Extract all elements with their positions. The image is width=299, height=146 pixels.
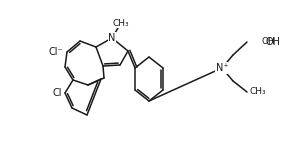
Text: OH: OH xyxy=(265,37,280,47)
Text: N⁺: N⁺ xyxy=(216,63,228,73)
Text: CH₃: CH₃ xyxy=(249,87,266,97)
Text: OH: OH xyxy=(262,36,276,46)
Text: CH₃: CH₃ xyxy=(113,19,129,27)
Text: Cl: Cl xyxy=(53,88,62,98)
Text: Cl⁻: Cl⁻ xyxy=(48,47,63,57)
Text: N: N xyxy=(108,33,116,43)
